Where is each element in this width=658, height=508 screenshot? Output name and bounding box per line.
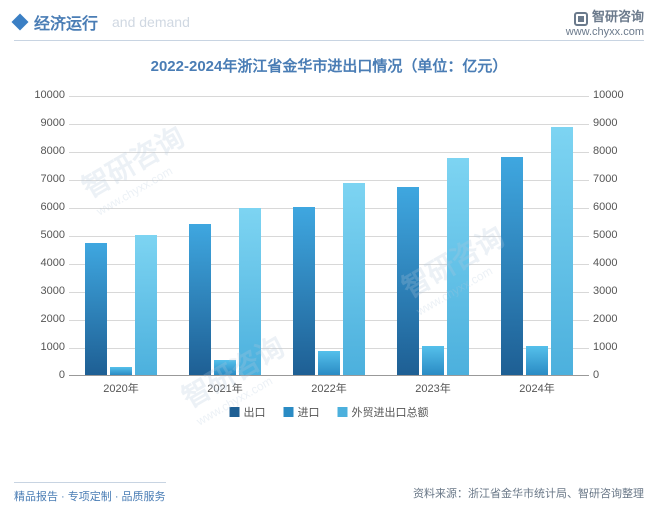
y-axis-label-right: 1000 xyxy=(593,341,629,353)
header-left: 经济运行 and demand xyxy=(14,10,190,34)
bar-group xyxy=(397,158,469,375)
chart-title: 2022-2024年浙江省金华市进出口情况（单位：亿元） xyxy=(0,55,658,76)
x-axis-label: 2023年 xyxy=(415,380,450,396)
y-axis-label-right: 10000 xyxy=(593,89,629,101)
legend-label: 出口 xyxy=(244,404,266,420)
bar-外贸进出口总额 xyxy=(551,127,573,375)
bar-出口 xyxy=(293,207,315,375)
bar-出口 xyxy=(189,224,211,375)
y-axis-label-right: 5000 xyxy=(593,229,629,241)
chart-container: 出口 进口 外贸进出口总额 0 0 1000 1000 2000 2000 3000 3000 40… xyxy=(19,86,639,426)
diamond-icon xyxy=(12,14,29,31)
y-axis-label-right: 0 xyxy=(593,369,629,381)
plot-area xyxy=(69,96,589,376)
bar-group xyxy=(85,235,157,375)
brand: 智研咨询 www.chyxx.com xyxy=(566,6,644,37)
bar-外贸进出口总额 xyxy=(343,183,365,375)
y-axis-label-left: 10000 xyxy=(29,89,65,101)
footer-left: 精品报告 · 专项定制 · 品质服务 xyxy=(14,482,166,504)
y-axis-label-left: 7000 xyxy=(29,173,65,185)
legend: 出口 进口 外贸进出口总额 xyxy=(230,404,429,420)
y-axis-label-right: 3000 xyxy=(593,285,629,297)
bar-进口 xyxy=(422,346,444,375)
legend-swatch xyxy=(284,407,294,417)
brand-url: www.chyxx.com xyxy=(566,26,644,38)
y-axis-label-left: 8000 xyxy=(29,145,65,157)
gridline xyxy=(69,124,589,125)
legend-label: 进口 xyxy=(298,404,320,420)
footer: 精品报告 · 专项定制 · 品质服务 资料来源：浙江省金华市统计局、智研咨询整理 xyxy=(0,478,658,508)
bar-进口 xyxy=(110,367,132,375)
x-axis-label: 2021年 xyxy=(207,380,242,396)
legend-swatch xyxy=(338,407,348,417)
brand-logo-icon xyxy=(574,12,588,26)
y-axis-label-left: 5000 xyxy=(29,229,65,241)
bar-group xyxy=(189,208,261,375)
y-axis-label-left: 9000 xyxy=(29,117,65,129)
y-axis-label-left: 1000 xyxy=(29,341,65,353)
bar-外贸进出口总额 xyxy=(135,235,157,375)
y-axis-label-right: 7000 xyxy=(593,173,629,185)
legend-swatch xyxy=(230,407,240,417)
y-axis-label-left: 2000 xyxy=(29,313,65,325)
y-axis-label-right: 2000 xyxy=(593,313,629,325)
legend-label: 外贸进出口总额 xyxy=(352,404,429,420)
y-axis-label-left: 0 xyxy=(29,369,65,381)
bar-group xyxy=(501,127,573,375)
section-subtitle: and demand xyxy=(112,14,190,30)
bar-进口 xyxy=(214,360,236,375)
y-axis-label-right: 6000 xyxy=(593,201,629,213)
legend-item: 进口 xyxy=(284,404,320,420)
header: 经济运行 and demand 智研咨询 www.chyxx.com xyxy=(0,0,658,40)
bar-进口 xyxy=(318,351,340,375)
section-title: 经济运行 xyxy=(34,10,98,34)
bar-进口 xyxy=(526,346,548,375)
legend-item: 出口 xyxy=(230,404,266,420)
x-axis-label: 2020年 xyxy=(103,380,138,396)
y-axis-label-right: 4000 xyxy=(593,257,629,269)
y-axis-label-right: 9000 xyxy=(593,117,629,129)
bar-group xyxy=(293,183,365,375)
x-axis-label: 2022年 xyxy=(311,380,346,396)
y-axis-label-left: 6000 xyxy=(29,201,65,213)
brand-name: 智研咨询 xyxy=(592,9,644,24)
bar-外贸进出口总额 xyxy=(239,208,261,375)
y-axis-label-right: 8000 xyxy=(593,145,629,157)
bar-外贸进出口总额 xyxy=(447,158,469,375)
bar-出口 xyxy=(501,157,523,375)
y-axis-label-left: 4000 xyxy=(29,257,65,269)
gridline xyxy=(69,96,589,97)
bar-出口 xyxy=(85,243,107,375)
header-divider xyxy=(14,40,644,41)
legend-item: 外贸进出口总额 xyxy=(338,404,429,420)
bar-出口 xyxy=(397,187,419,375)
footer-right: 资料来源：浙江省金华市统计局、智研咨询整理 xyxy=(413,485,644,501)
y-axis-label-left: 3000 xyxy=(29,285,65,297)
x-axis-label: 2024年 xyxy=(519,380,554,396)
